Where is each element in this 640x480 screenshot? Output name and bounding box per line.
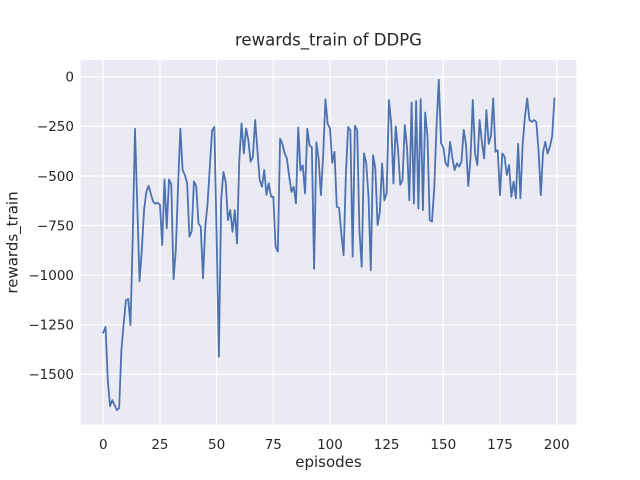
- y-tick-label: −500: [37, 169, 74, 185]
- chart-title: rewards_train of DDPG: [235, 31, 422, 51]
- x-tick-label: 125: [374, 437, 400, 453]
- x-tick-label: 200: [544, 437, 570, 453]
- x-tick-label: 100: [317, 437, 343, 453]
- y-axis-label: rewards_train: [4, 191, 23, 293]
- x-tick-label: 0: [99, 437, 108, 453]
- y-tick-label: −1000: [28, 268, 74, 284]
- x-tick-label: 50: [208, 437, 225, 453]
- x-axis-label: episodes: [295, 453, 362, 471]
- y-tick-label: −250: [37, 119, 74, 135]
- y-tick-label: −1250: [28, 318, 74, 334]
- x-tick-label: 25: [151, 437, 168, 453]
- y-tick-label: −750: [37, 218, 74, 234]
- x-tick-label: 150: [430, 437, 456, 453]
- y-axis-tick-labels: 0 −250 −500 −750 −1000 −1250 −1500: [28, 70, 74, 384]
- x-axis-tick-labels: 0 25 50 75 100 125 150 175 200: [99, 437, 570, 453]
- x-tick-label: 75: [265, 437, 282, 453]
- x-tick-label: 175: [487, 437, 513, 453]
- y-tick-label: 0: [65, 70, 74, 86]
- rewards-line: [102, 78, 556, 412]
- plot-area: [80, 60, 577, 425]
- y-tick-label: −1500: [28, 367, 74, 383]
